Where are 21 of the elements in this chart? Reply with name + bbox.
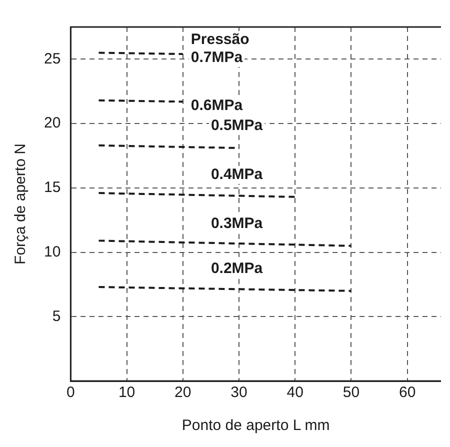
x-tick-label: 40 (286, 384, 304, 402)
series-label: 0.7MPa (190, 49, 244, 66)
annotation: Pressão (190, 31, 250, 48)
x-tick-label: 60 (398, 384, 416, 402)
y-tick-label: 25 (44, 50, 61, 68)
y-axis-title: Força de aperto N (12, 144, 30, 264)
series-label: 0.4MPa (210, 166, 264, 184)
x-tick-label: 20 (174, 384, 192, 402)
x-axis-title: Ponto de aperto L mm (182, 417, 330, 434)
series-label: 0.5MPa (210, 117, 264, 134)
series-label: 0.6MPa (190, 96, 244, 114)
series-label: 0.3MPa (210, 214, 264, 232)
y-tick-label: 20 (44, 114, 61, 132)
y-tick-label: 15 (44, 179, 61, 196)
x-tick-label: 30 (230, 384, 248, 402)
x-tick-label: 50 (342, 384, 360, 402)
y-tick-label: 10 (44, 243, 61, 260)
y-tick-label: 5 (52, 308, 61, 325)
x-tick-label: 10 (118, 384, 136, 402)
series-label: 0.2MPa (210, 260, 264, 278)
x-tick-label: 0 (66, 384, 75, 402)
